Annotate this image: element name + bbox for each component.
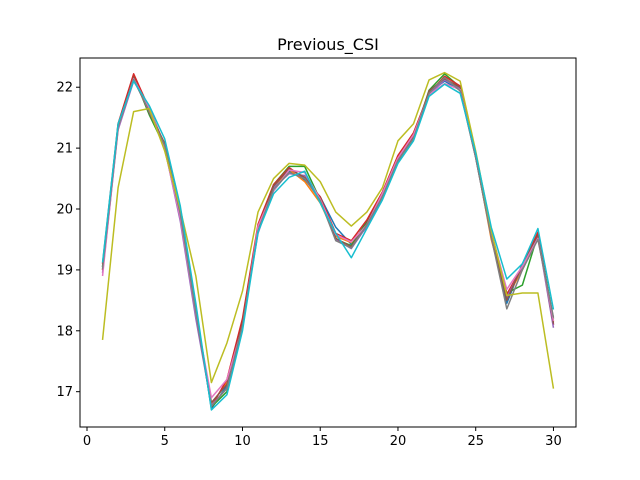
- x-tick-label: 0: [83, 434, 91, 449]
- y-tick-label: 22: [56, 81, 73, 96]
- x-tick-label: 10: [234, 434, 251, 449]
- y-tick-label: 18: [56, 324, 73, 339]
- y-tick-label: 20: [56, 203, 73, 218]
- y-tick-label: 19: [56, 263, 73, 278]
- y-tick-label: 17: [56, 385, 73, 400]
- series-line-10: [101, 80, 555, 411]
- y-tick-label: 21: [56, 142, 73, 157]
- plot-area-frame: [79, 57, 577, 428]
- series-line-8: [101, 76, 555, 408]
- x-tick-label: 20: [390, 434, 407, 449]
- chart-title: Previous_CSI: [277, 35, 379, 55]
- x-tick-label: 5: [161, 434, 169, 449]
- axis-layer: 0 5 10 15 20 25 30 17 18 19 20 21 22: [56, 81, 561, 449]
- series-layer: [101, 71, 555, 411]
- x-tick-label: 15: [312, 434, 329, 449]
- x-tick-label: 25: [467, 434, 484, 449]
- x-tick-label: 30: [545, 434, 562, 449]
